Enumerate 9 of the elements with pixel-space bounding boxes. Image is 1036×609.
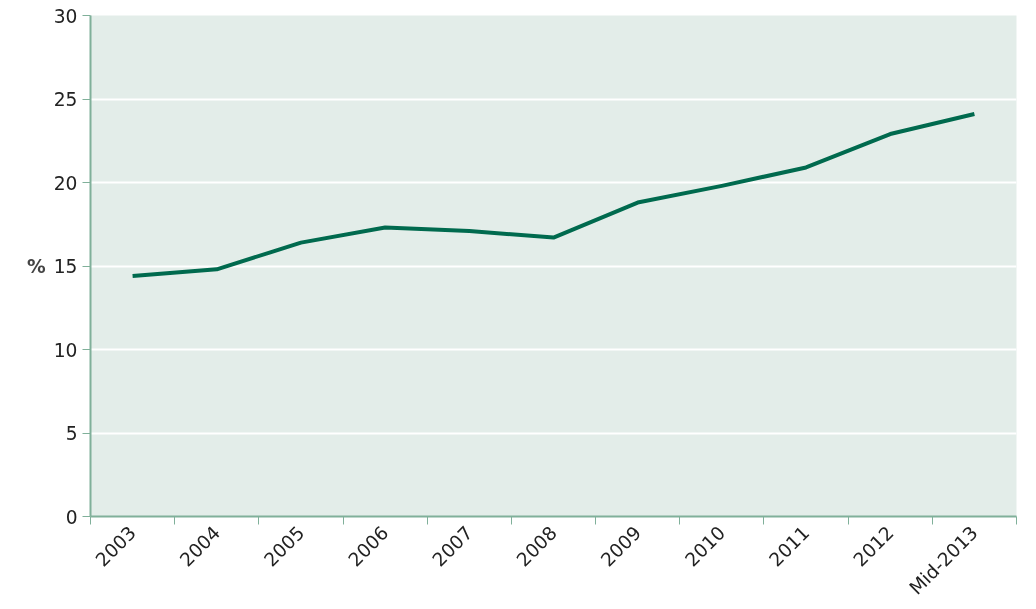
y-tick-label: 5 xyxy=(65,423,78,444)
y-tick-label: 0 xyxy=(65,506,78,528)
y-tick-label: 25 xyxy=(53,89,78,110)
y-tick-label: 30 xyxy=(53,5,78,27)
y-tick-label: 10 xyxy=(53,339,78,361)
y-tick-label: 15 xyxy=(53,256,78,277)
y-tick-label: 20 xyxy=(53,172,78,194)
line-series xyxy=(130,112,977,279)
y-axis-title: % xyxy=(27,255,47,277)
